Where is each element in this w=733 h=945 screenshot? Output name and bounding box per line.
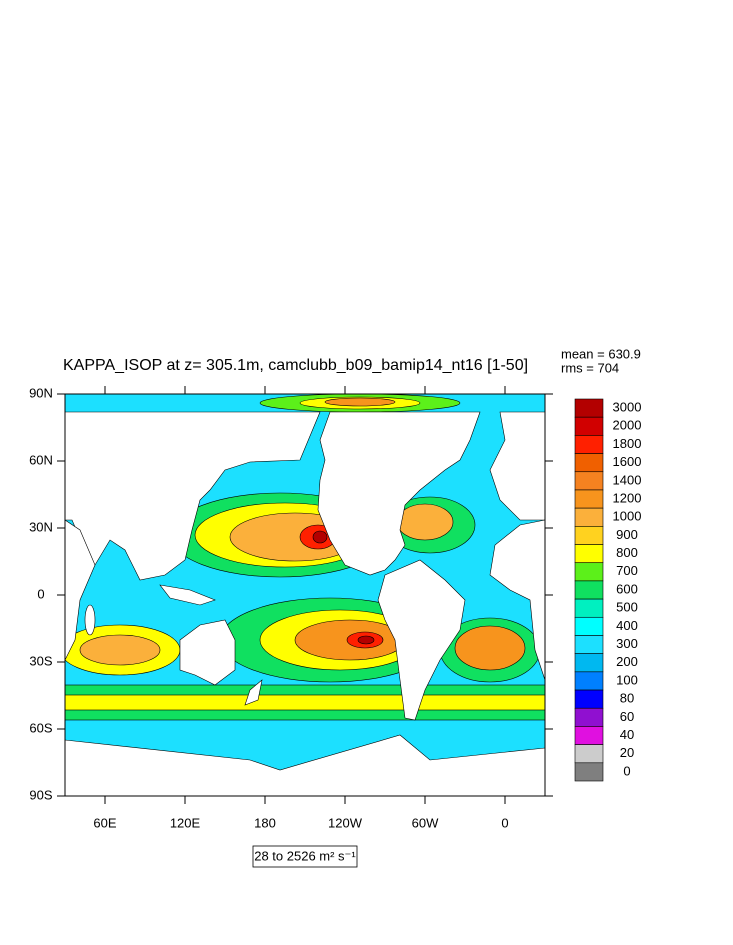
colorbar-label: 60 (620, 709, 634, 724)
colorbar-label: 1200 (613, 490, 642, 505)
colorbar-box (574, 471, 604, 491)
colorbar-box (574, 653, 604, 673)
field-region (79, 634, 161, 666)
colorbar-label: 800 (616, 545, 638, 560)
colorbar-box (574, 398, 604, 418)
colorbar-label: 2000 (613, 418, 642, 433)
colorbar-label: 700 (616, 563, 638, 578)
field-region (454, 625, 526, 671)
colorbar-box (574, 616, 604, 636)
colorbar-box (574, 507, 604, 527)
rms-label: rms = 704 (561, 360, 619, 375)
y-tick-label: 30S (29, 653, 52, 668)
colorbar-label: 0 (623, 763, 630, 778)
x-tick-label: 60W (412, 815, 439, 830)
x-tick-label: 0 (501, 815, 508, 830)
y-tick-label: 30N (29, 519, 53, 534)
colorbar-box (574, 526, 604, 545)
colorbar-label: 20 (620, 745, 634, 760)
colorbar-box (574, 762, 604, 782)
colorbar-box (574, 453, 604, 473)
colorbar-label: 100 (616, 672, 638, 687)
colorbar-box (574, 671, 604, 691)
map-field (64, 393, 546, 797)
colorbar-box (574, 562, 604, 582)
colorbar-label: 1600 (613, 454, 642, 469)
colorbar-box (574, 435, 604, 454)
y-tick-label: 60S (29, 720, 52, 735)
field-region (357, 635, 375, 645)
colorbar-label: 1400 (613, 472, 642, 487)
colorbar-box (574, 689, 604, 709)
x-tick-label: 120W (328, 815, 363, 830)
colorbar-label: 900 (616, 527, 638, 542)
colorbar-label: 600 (616, 581, 638, 596)
colorbar-label: 1000 (613, 509, 642, 524)
y-tick-label: 0 (37, 586, 44, 601)
x-tick-label: 60E (93, 815, 116, 830)
colorbar-box (574, 416, 604, 436)
y-tick-label: 90S (29, 787, 52, 802)
colorbar-label: 200 (616, 654, 638, 669)
colorbar-label: 400 (616, 618, 638, 633)
field-region (324, 397, 396, 407)
colorbar-box (574, 580, 604, 600)
colorbar-box (574, 598, 604, 618)
y-tick-label: 90N (29, 385, 53, 400)
field-region (65, 694, 545, 711)
x-tick-label: 180 (254, 815, 276, 830)
y-tick-label: 60N (29, 452, 53, 467)
colorbar-box (574, 544, 604, 564)
colorbar-label: 40 (620, 727, 634, 742)
field-region (396, 503, 454, 541)
colorbar-box (574, 489, 604, 509)
colorbar-box (574, 744, 604, 764)
footer-box (252, 845, 358, 868)
colorbar-label: 300 (616, 636, 638, 651)
map-title: KAPPA_ISOP at z= 305.1m, camclubb_b09_ba… (63, 357, 528, 374)
units-label: 28 to 2526 m² s⁻¹ (254, 848, 356, 863)
colorbar-box (574, 707, 604, 727)
field-region (312, 530, 328, 544)
colorbar-label: 3000 (613, 400, 642, 415)
colorbar-box (574, 635, 604, 654)
colorbar-label: 80 (620, 691, 634, 706)
colorbar-label: 1800 (613, 436, 642, 451)
x-tick-label: 120E (170, 815, 201, 830)
land (65, 411, 545, 796)
mean-label: mean = 630.9 (561, 346, 641, 361)
colorbar-box (574, 726, 604, 745)
colorbar-label: 500 (616, 600, 638, 615)
